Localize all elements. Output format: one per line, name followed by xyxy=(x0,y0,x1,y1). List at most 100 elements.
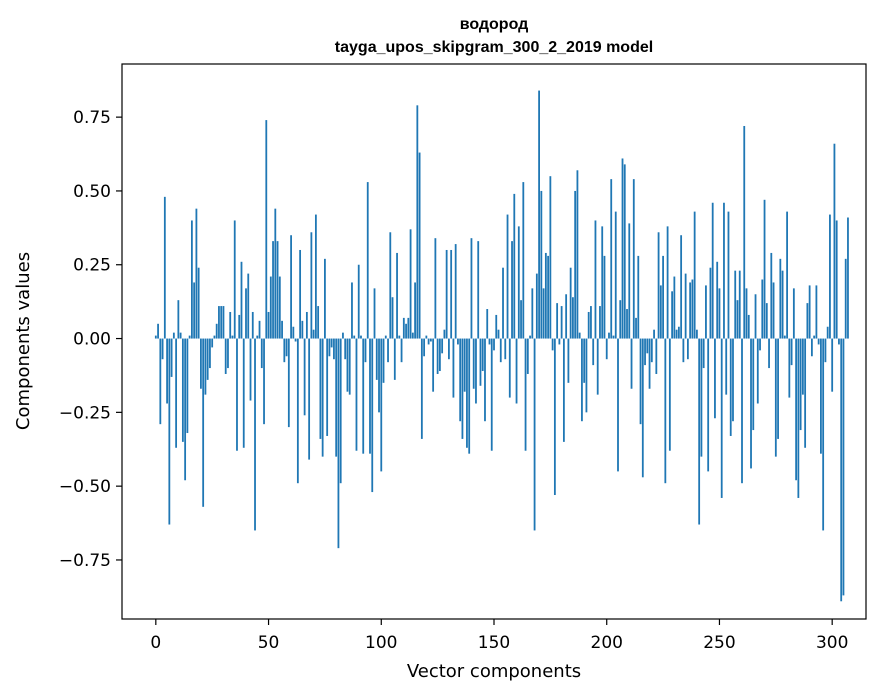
bar-217 xyxy=(644,338,646,366)
bar-43 xyxy=(251,311,254,339)
bar-70 xyxy=(312,329,315,339)
bar-222 xyxy=(655,338,658,374)
y-tick-label: −0.75 xyxy=(59,551,111,571)
bar-158 xyxy=(511,241,513,339)
bar-101 xyxy=(382,338,385,383)
bar-240 xyxy=(696,329,698,339)
bar-159 xyxy=(513,193,516,339)
bar-2 xyxy=(159,338,162,425)
bar-234 xyxy=(682,338,685,363)
bar-72 xyxy=(317,306,320,339)
bar-261 xyxy=(743,125,746,339)
bar-64 xyxy=(299,249,302,339)
x-tick-label: 0 xyxy=(150,633,161,653)
bar-305 xyxy=(842,338,845,596)
bar-235 xyxy=(684,273,687,339)
bar-296 xyxy=(822,338,825,531)
bar-266 xyxy=(754,294,757,339)
bar-93 xyxy=(364,338,367,363)
bar-126 xyxy=(438,338,441,372)
bar-244 xyxy=(705,285,707,339)
bar-88 xyxy=(353,335,356,339)
x-tick-label: 200 xyxy=(591,633,623,653)
bar-302 xyxy=(835,220,838,339)
bar-151 xyxy=(495,314,498,339)
bar-108 xyxy=(398,335,401,339)
bar-41 xyxy=(247,273,250,339)
bar-201 xyxy=(608,332,610,339)
bar-59 xyxy=(287,338,290,428)
bar-5 xyxy=(166,338,168,404)
bar-29 xyxy=(220,306,223,339)
bar-186 xyxy=(574,190,577,339)
bar-209 xyxy=(626,309,628,339)
bar-197 xyxy=(599,306,601,339)
bar-169 xyxy=(535,273,538,339)
bar-215 xyxy=(639,338,642,425)
y-tick-label: 0.25 xyxy=(73,256,111,276)
bar-30 xyxy=(222,306,225,339)
bar-140 xyxy=(470,238,473,339)
bar-259 xyxy=(738,270,741,339)
bar-150 xyxy=(493,338,495,351)
bar-294 xyxy=(817,338,820,345)
bar-135 xyxy=(459,338,462,422)
bar-256 xyxy=(732,338,734,422)
bar-76 xyxy=(326,338,329,436)
y-tick-label: 0.75 xyxy=(73,108,111,128)
bar-142 xyxy=(475,338,477,404)
bar-147 xyxy=(486,309,489,339)
bar-179 xyxy=(558,338,561,345)
chart-title: водород xyxy=(460,16,529,33)
bar-111 xyxy=(405,323,407,339)
bar-200 xyxy=(605,338,608,360)
bar-3 xyxy=(161,338,164,360)
bars-group xyxy=(154,90,849,602)
bar-288 xyxy=(804,338,807,448)
bar-164 xyxy=(524,338,527,451)
bar-155 xyxy=(504,338,507,360)
bar-307 xyxy=(847,217,849,339)
bar-8 xyxy=(172,332,175,339)
bar-287 xyxy=(801,338,804,395)
bar-58 xyxy=(285,338,288,357)
bar-94 xyxy=(366,182,369,339)
bar-269 xyxy=(761,279,764,339)
x-tick-label: 250 xyxy=(703,633,735,653)
bar-299 xyxy=(829,214,831,339)
bar-9 xyxy=(175,338,178,448)
bar-10 xyxy=(177,300,180,339)
bar-110 xyxy=(402,317,405,339)
bar-49 xyxy=(265,120,268,339)
bar-39 xyxy=(242,338,245,448)
x-tick-label: 100 xyxy=(365,633,397,653)
bar-278 xyxy=(781,270,784,339)
bar-99 xyxy=(378,338,380,413)
bar-237 xyxy=(689,282,692,339)
bar-223 xyxy=(657,232,660,339)
bar-262 xyxy=(745,288,748,339)
bar-40 xyxy=(245,288,247,339)
bar-89 xyxy=(355,338,358,451)
bar-4 xyxy=(163,196,166,339)
bar-213 xyxy=(635,317,637,339)
bar-24 xyxy=(209,338,211,369)
bar-253 xyxy=(725,338,728,395)
bar-65 xyxy=(301,320,304,339)
bar-257 xyxy=(734,270,737,339)
bar-214 xyxy=(637,255,640,339)
bar-56 xyxy=(281,320,283,339)
bar-171 xyxy=(540,190,543,339)
bar-120 xyxy=(425,335,428,339)
bar-80 xyxy=(335,338,338,457)
bar-198 xyxy=(601,226,604,339)
bar-119 xyxy=(423,338,426,357)
bar-7 xyxy=(170,338,173,377)
bar-47 xyxy=(260,338,263,369)
bar-134 xyxy=(457,338,459,345)
bar-0 xyxy=(154,335,157,339)
bar-23 xyxy=(206,338,209,380)
bar-123 xyxy=(432,338,435,392)
bar-63 xyxy=(296,338,299,484)
chart-subtitle: tayga_upos_skipgram_300_2_2019 model xyxy=(335,39,653,56)
